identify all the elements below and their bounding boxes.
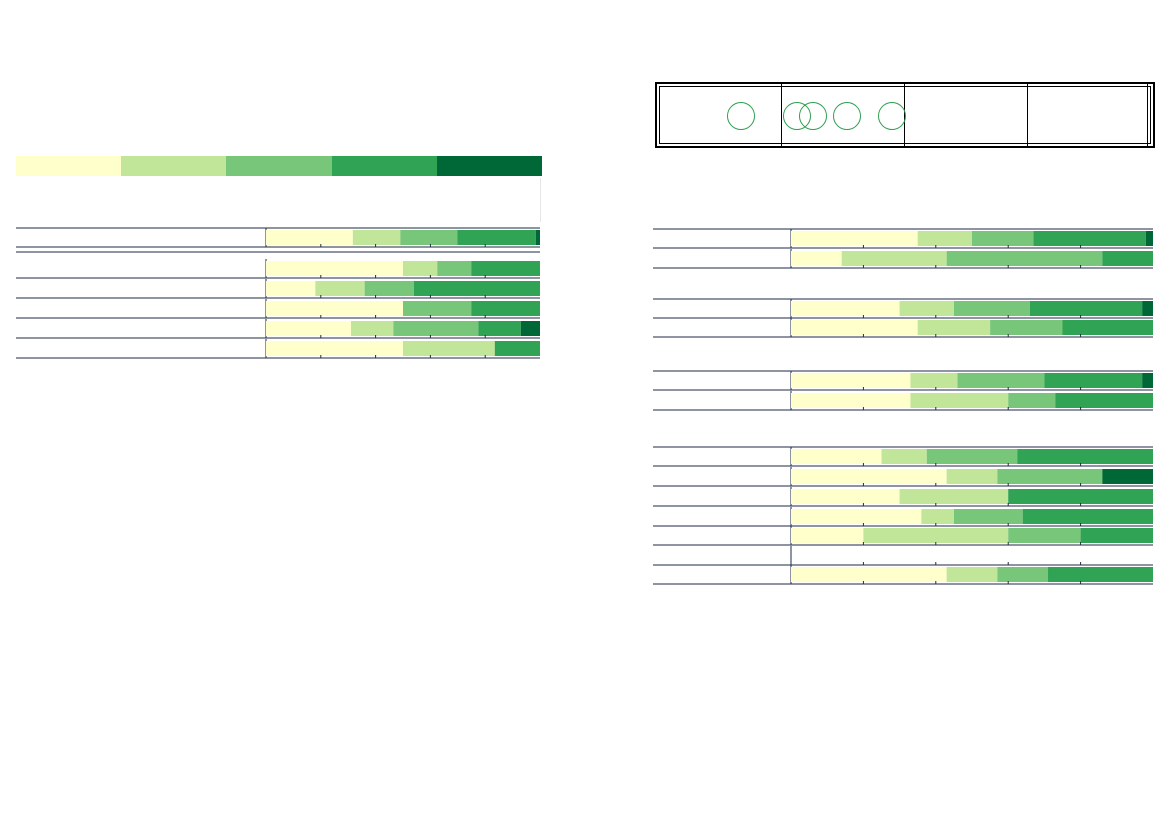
right-group-4-row-7-segment-4 — [1048, 567, 1153, 582]
left-row-7-segment-1 — [266, 341, 403, 356]
right-group-2-row-1-segment-5 — [1142, 301, 1153, 316]
right-group-4-row-5-segment-2 — [863, 528, 1009, 543]
legend-swatch-3 — [226, 156, 332, 176]
left-row-3-segment-3 — [437, 261, 472, 276]
legend-swatch-5 — [436, 156, 543, 176]
right-group-1-row-2-segment-4 — [1102, 251, 1153, 266]
left-row-5-segment-4 — [471, 301, 540, 316]
right-group-2-row-1-segment-3 — [953, 301, 1030, 316]
panel-divider-3 — [1027, 84, 1028, 146]
right-group-4-row-7-segment-2 — [946, 567, 998, 582]
right-group-4-row-5-segment-1 — [791, 528, 864, 543]
right-group-3-row-1-segment-4 — [1044, 373, 1143, 388]
left-row-4-segment-3 — [364, 281, 414, 296]
right-group-3-row-2-segment-2 — [910, 393, 1009, 408]
right-group-4-row-3-segment-2 — [899, 489, 1009, 504]
right-group-3-row-2-segment-4 — [1055, 393, 1153, 408]
left-row-6-segment-1 — [266, 321, 351, 336]
summary-panel — [655, 82, 1155, 148]
right-group-4-row-4-segment-1 — [791, 509, 922, 524]
right-group-1-row-2-segment-3 — [946, 251, 1103, 266]
summary-panel-inner — [659, 86, 1151, 144]
left-row-5-segment-3 — [403, 301, 472, 316]
right-group-1-row-1-segment-3 — [972, 231, 1034, 246]
marker-circle-1 — [727, 102, 755, 130]
left-row-3-segment-2 — [403, 261, 438, 276]
right-group-4-row-7-segment-1 — [791, 567, 947, 582]
right-group-1-row-1-segment-1 — [791, 231, 918, 246]
left-row-4-segment-4 — [413, 281, 540, 296]
left-row-1-segment-5 — [535, 230, 540, 245]
right-group-2-row-1-segment-4 — [1029, 301, 1143, 316]
right-group-4-row-2-segment-5 — [1102, 469, 1153, 484]
right-group-4-row-5-segment-3 — [1008, 528, 1081, 543]
right-group-2-row-1-segment-2 — [899, 301, 954, 316]
left-row-1-segment-1 — [266, 230, 353, 245]
right-group-4-row-2-segment-3 — [997, 469, 1103, 484]
left-row-7-segment-2 — [403, 341, 495, 356]
left-row-6-segment-3 — [393, 321, 479, 336]
right-group-4-row-2-segment-2 — [946, 469, 998, 484]
left-row-3-segment-4 — [471, 261, 540, 276]
left-row-5-segment-1 — [266, 301, 403, 316]
right-group-4-row-2-segment-1 — [791, 469, 947, 484]
panel-divider-4 — [1147, 84, 1148, 146]
right-group-4-row-5-segment-4 — [1080, 528, 1153, 543]
right-group-1-row-1-segment-5 — [1145, 231, 1153, 246]
right-group-4-row-1-segment-4 — [1017, 449, 1153, 464]
right-group-2-row-2-segment-3 — [990, 320, 1063, 335]
right-group-4-row-4-segment-4 — [1022, 509, 1153, 524]
right-group-4-row-7-segment-3 — [997, 567, 1049, 582]
left-row-3-segment-1 — [266, 261, 403, 276]
panel-divider-1 — [781, 84, 782, 146]
right-group-2-row-2-segment-1 — [791, 320, 918, 335]
right-group-3-row-1-segment-1 — [791, 373, 911, 388]
legend — [16, 156, 543, 176]
right-group-4-row-3-segment-1 — [791, 489, 900, 504]
marker-circle-3 — [799, 102, 827, 130]
left-row-7-segment-4 — [494, 341, 540, 356]
right-group-3-row-1-segment-5 — [1142, 373, 1153, 388]
right-group-3-row-1-segment-3 — [957, 373, 1045, 388]
left-row-4-segment-2 — [315, 281, 365, 296]
legend-swatch-1 — [16, 156, 122, 176]
marker-circle-4 — [833, 102, 861, 130]
right-group-2-row-1-segment-1 — [791, 301, 900, 316]
right-group-4-row-4-segment-2 — [921, 509, 954, 524]
left-row-1-segment-2 — [352, 230, 401, 245]
right-group-2-row-2-segment-4 — [1062, 320, 1153, 335]
right-group-4-row-1-segment-2 — [881, 449, 927, 464]
right-group-1-row-1-segment-4 — [1033, 231, 1146, 246]
divider — [540, 178, 541, 222]
legend-swatch-4 — [331, 156, 437, 176]
right-group-4-row-4-segment-3 — [953, 509, 1023, 524]
left-row-6-segment-4 — [478, 321, 521, 336]
right-group-3-row-1-segment-2 — [910, 373, 958, 388]
right-group-3-row-2-segment-1 — [791, 393, 911, 408]
right-group-1-row-2-segment-1 — [791, 251, 842, 266]
left-row-6-segment-5 — [520, 321, 540, 336]
right-group-1-row-1-segment-2 — [917, 231, 972, 246]
right-group-3-row-2-segment-3 — [1008, 393, 1056, 408]
right-group-2-row-2-segment-2 — [917, 320, 991, 335]
legend-swatch-2 — [121, 156, 227, 176]
right-group-4-row-3-segment-4 — [1008, 489, 1153, 504]
right-group-1-row-2-segment-2 — [841, 251, 947, 266]
left-row-1-segment-3 — [400, 230, 458, 245]
right-group-4-row-1-segment-1 — [791, 449, 882, 464]
left-row-1-segment-4 — [457, 230, 536, 245]
left-row-4-segment-1 — [266, 281, 316, 296]
left-row-6-segment-2 — [350, 321, 394, 336]
marker-circle-5 — [878, 102, 906, 130]
right-group-4-row-1-segment-3 — [926, 449, 1018, 464]
